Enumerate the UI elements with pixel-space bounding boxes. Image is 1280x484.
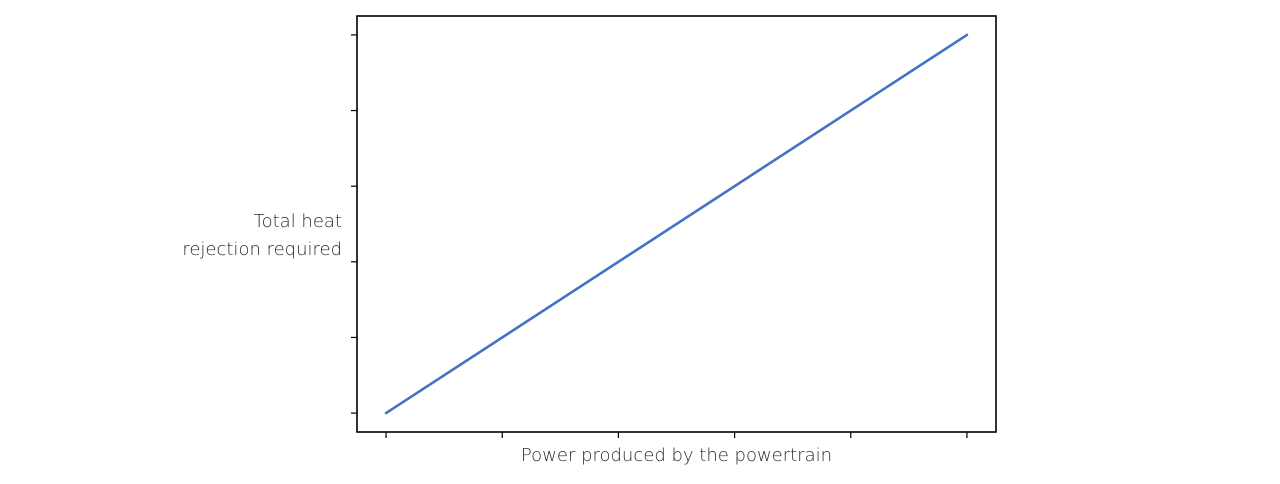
x-axis-label: Power produced by the powertrain (520, 445, 833, 466)
plot-frame (356, 15, 997, 433)
series-line-0 (384, 33, 969, 415)
y-axis-label-line-2: rejection required (182, 239, 342, 260)
y-axis-label: Total heat rejection required (102, 208, 342, 264)
y-axis-label-line-1: Total heat (253, 211, 342, 232)
